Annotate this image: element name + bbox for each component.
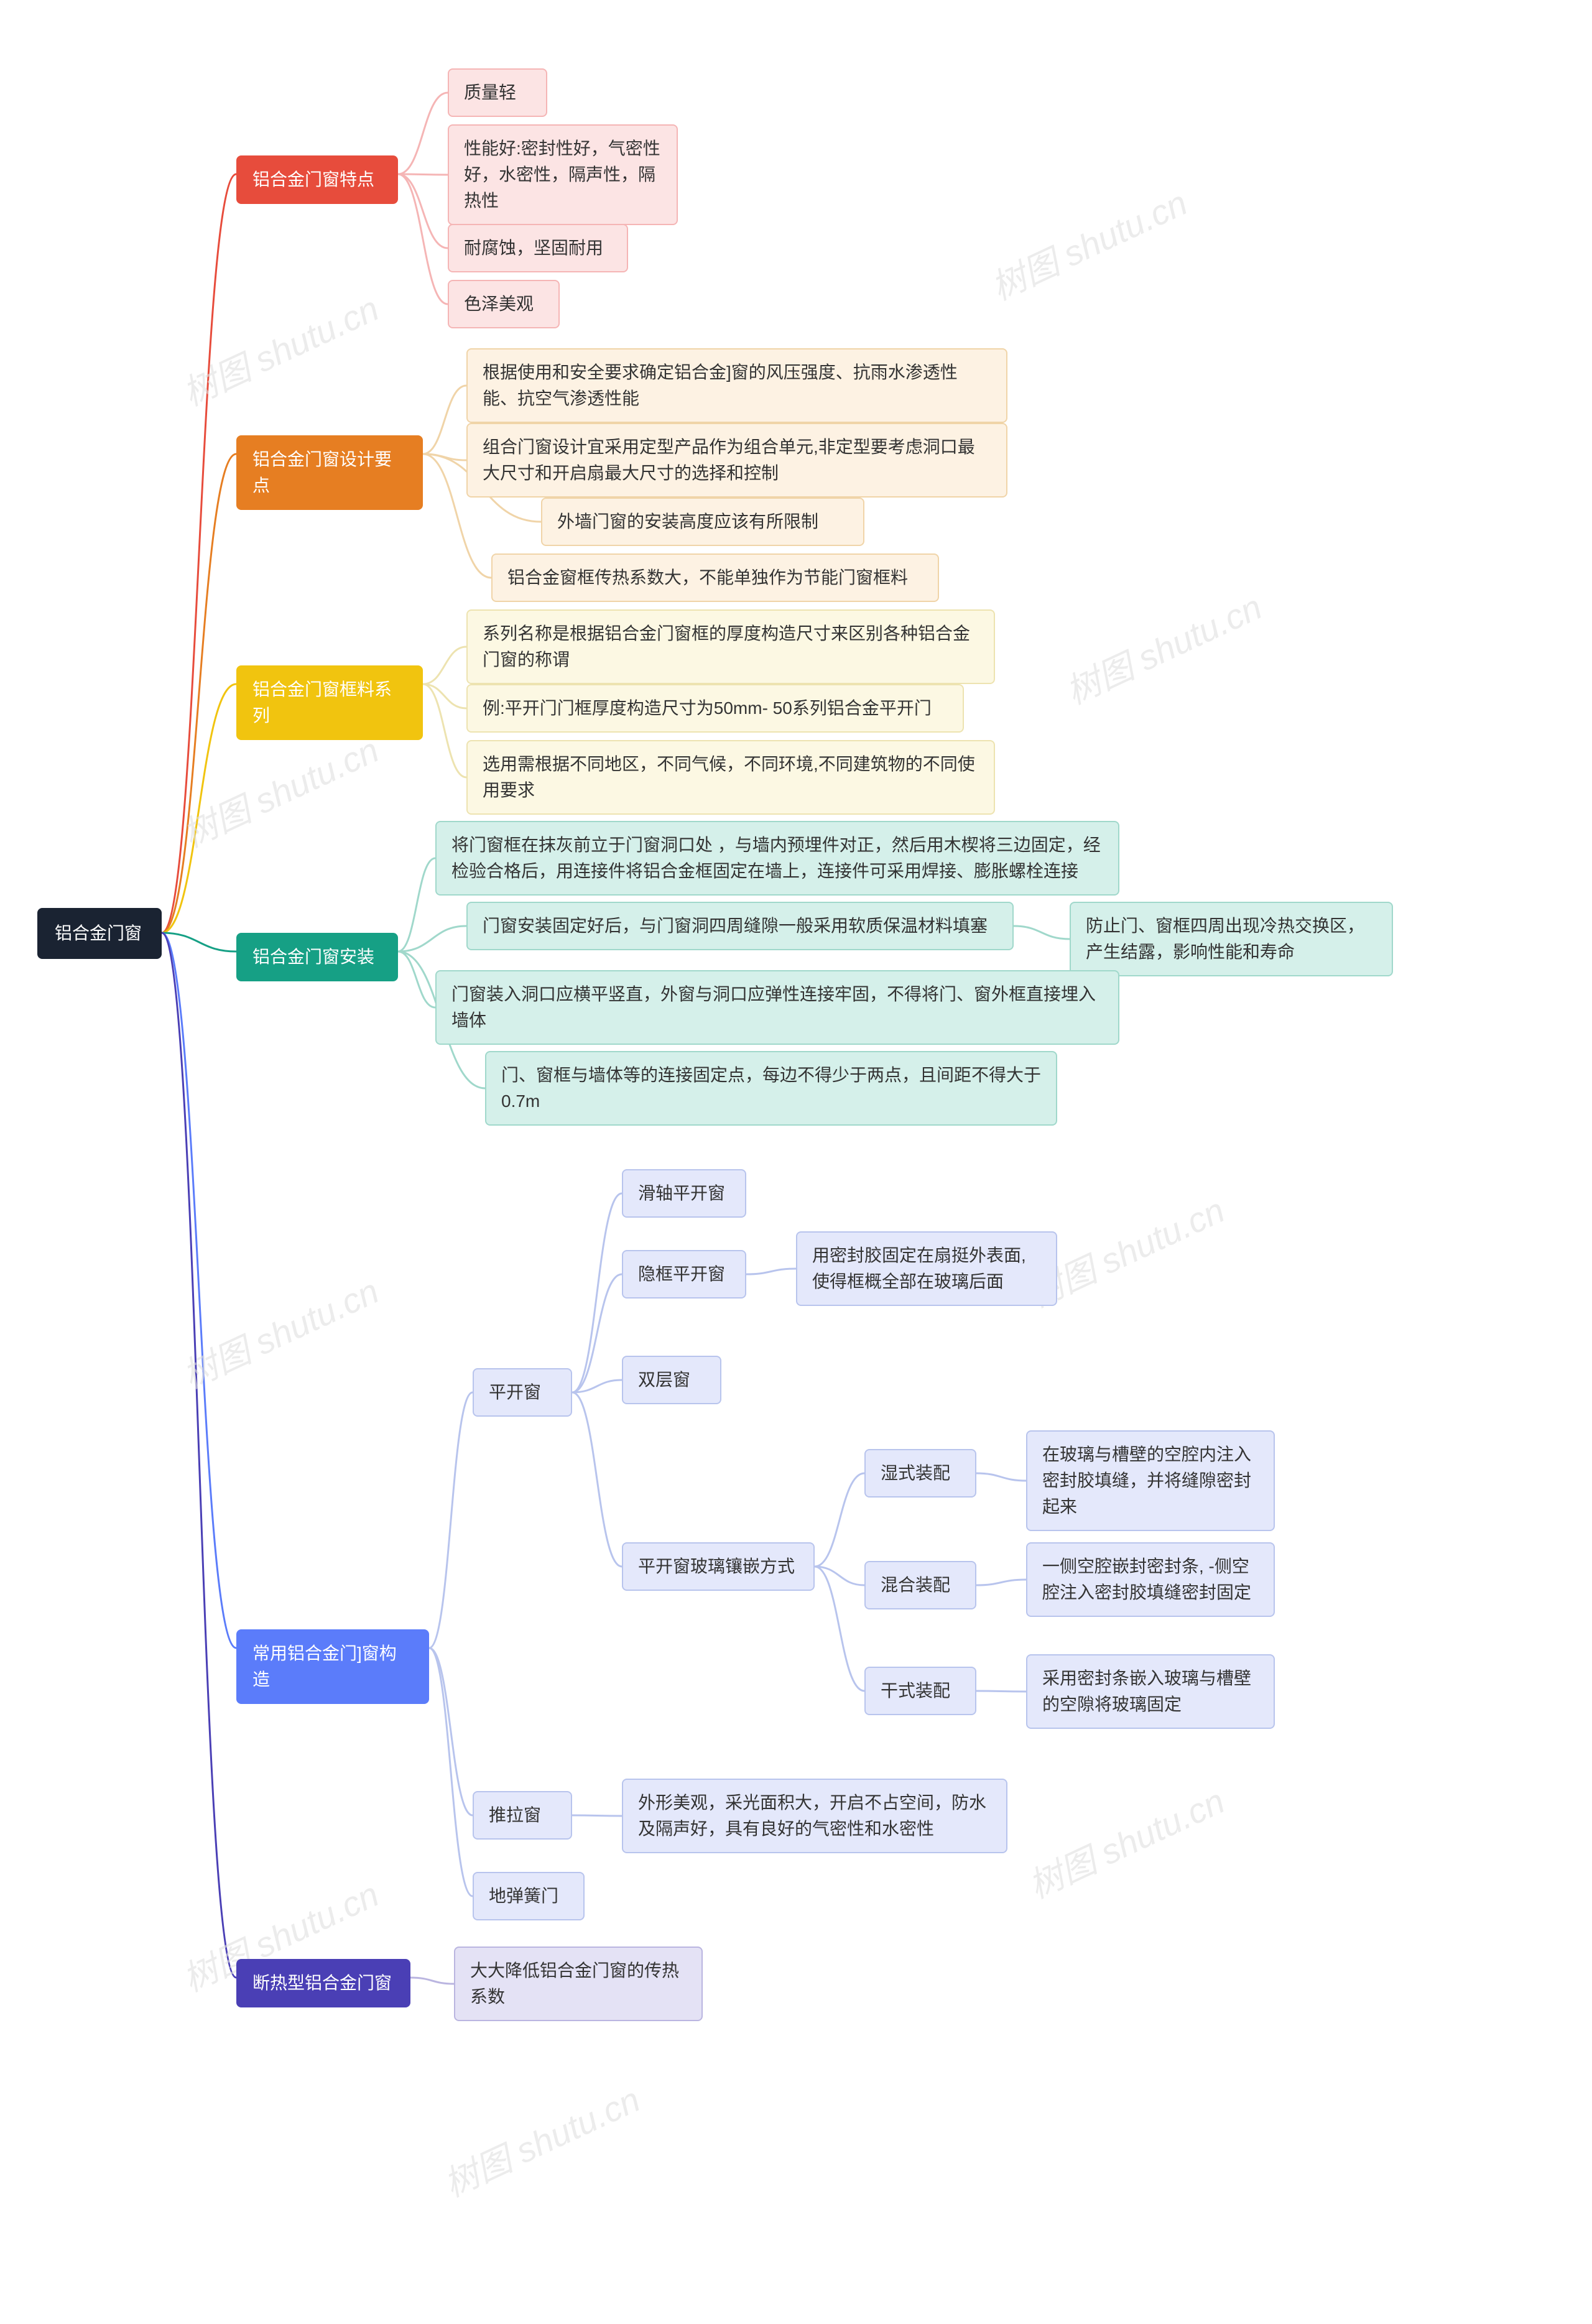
- leaf-b5-0-1[interactable]: 推拉窗: [473, 1791, 572, 1840]
- mindmap-root[interactable]: 铝合金门窗: [37, 908, 162, 959]
- branch-b5[interactable]: 常用铝合金门]窗构造: [236, 1629, 429, 1704]
- leaf-b4-0-2[interactable]: 门窗装入洞口应横平竖直，外窗与洞口应弹性连接牢固，不得将门、窗外框直接埋入墙体: [435, 970, 1119, 1045]
- leaf-b2-0-3[interactable]: 铝合金窗框传热系数大，不能单独作为节能门窗框料: [491, 553, 939, 602]
- leaf-b5-2-0[interactable]: 湿式装配: [864, 1449, 976, 1498]
- leaf-b5-0-1-sub[interactable]: 外形美观，采光面积大，开启不占空间，防水及隔声好，具有良好的气密性和水密性: [622, 1779, 1007, 1853]
- leaf-b1-0-0[interactable]: 质量轻: [448, 68, 547, 117]
- leaf-b2-0-2[interactable]: 外墙门窗的安装高度应该有所限制: [541, 498, 864, 546]
- leaf-b5-1-3[interactable]: 平开窗玻璃镶嵌方式: [622, 1542, 815, 1591]
- branch-b4[interactable]: 铝合金门窗安装: [236, 933, 398, 981]
- leaf-b5-2-2[interactable]: 干式装配: [864, 1667, 976, 1715]
- leaf-b5-2-2-sub[interactable]: 采用密封条嵌入玻璃与槽壁的空隙将玻璃固定: [1026, 1654, 1275, 1729]
- leaf-b1-0-1[interactable]: 性能好:密封性好，气密性好，水密性，隔声性，隔热性: [448, 124, 678, 225]
- leaf-b5-1-0[interactable]: 滑轴平开窗: [622, 1169, 746, 1218]
- leaf-b3-0-1[interactable]: 例:平开门门框厚度构造尺寸为50mm- 50系列铝合金平开门: [466, 684, 964, 733]
- leaf-b4-0-0[interactable]: 将门窗框在抹灰前立于门窗洞口处 ，与墙内预埋件对正，然后用木楔将三边固定，经检验…: [435, 821, 1119, 896]
- leaf-b3-0-2[interactable]: 选用需根据不同地区，不同气候，不同环境,不同建筑物的不同使用要求: [466, 740, 995, 815]
- leaf-b1-0-3[interactable]: 色泽美观: [448, 280, 560, 328]
- leaf-b5-2-1-sub[interactable]: 一侧空腔嵌封密封条, -侧空腔注入密封胶填缝密封固定: [1026, 1542, 1275, 1617]
- watermark: 树图 shutu.cn: [1057, 580, 1269, 715]
- leaf-b4-0-1-sub[interactable]: 防止门、窗框四周出现冷热交换区，产生结露，影响性能和寿命: [1070, 902, 1393, 976]
- branch-b1[interactable]: 铝合金门窗特点: [236, 155, 398, 204]
- leaf-b5-0-2[interactable]: 地弹簧门: [473, 1872, 585, 1920]
- watermark: 树图 shutu.cn: [174, 1264, 386, 1399]
- leaf-b6-0-0[interactable]: 大大降低铝合金门窗的传热系数: [454, 1947, 703, 2021]
- leaf-b2-0-1[interactable]: 组合门窗设计宜采用定型产品作为组合单元,非定型要考虑洞口最大尺寸和开启扇最大尺寸…: [466, 423, 1007, 498]
- leaf-b4-0-3[interactable]: 门、窗框与墙体等的连接固定点，每边不得少于两点，且间距不得大于0.7m: [485, 1051, 1057, 1126]
- leaf-b5-1-1-sub[interactable]: 用密封胶固定在扇挺外表面,使得框概全部在玻璃后面: [796, 1231, 1057, 1306]
- leaf-b5-2-0-sub[interactable]: 在玻璃与槽壁的空腔内注入密封胶填缝，并将缝隙密封起来: [1026, 1430, 1275, 1531]
- watermark: 树图 shutu.cn: [174, 723, 386, 858]
- branch-b6[interactable]: 断热型铝合金门窗: [236, 1959, 410, 2007]
- watermark: 树图 shutu.cn: [174, 281, 386, 416]
- branch-b2[interactable]: 铝合金门窗设计要点: [236, 435, 423, 510]
- leaf-b2-0-0[interactable]: 根据使用和安全要求确定铝合金]窗的风压强度、抗雨水渗透性能、抗空气渗透性能: [466, 348, 1007, 423]
- leaf-b1-0-2[interactable]: 耐腐蚀，坚固耐用: [448, 224, 628, 272]
- leaf-b5-0-0[interactable]: 平开窗: [473, 1368, 572, 1417]
- watermark: 树图 shutu.cn: [1019, 1774, 1232, 1909]
- leaf-b3-0-0[interactable]: 系列名称是根据铝合金门窗框的厚度构造尺寸来区别各种铝合金门窗的称谓: [466, 609, 995, 684]
- leaf-b5-1-2[interactable]: 双层窗: [622, 1356, 721, 1404]
- branch-b3[interactable]: 铝合金门窗框料系列: [236, 665, 423, 740]
- leaf-b5-2-1[interactable]: 混合装配: [864, 1561, 976, 1609]
- leaf-b5-1-1[interactable]: 隐框平开窗: [622, 1250, 746, 1299]
- watermark: 树图 shutu.cn: [982, 175, 1195, 310]
- watermark: 树图 shutu.cn: [435, 2072, 647, 2207]
- leaf-b4-0-1[interactable]: 门窗安装固定好后，与门窗洞四周缝隙一般采用软质保温材料填塞: [466, 902, 1014, 950]
